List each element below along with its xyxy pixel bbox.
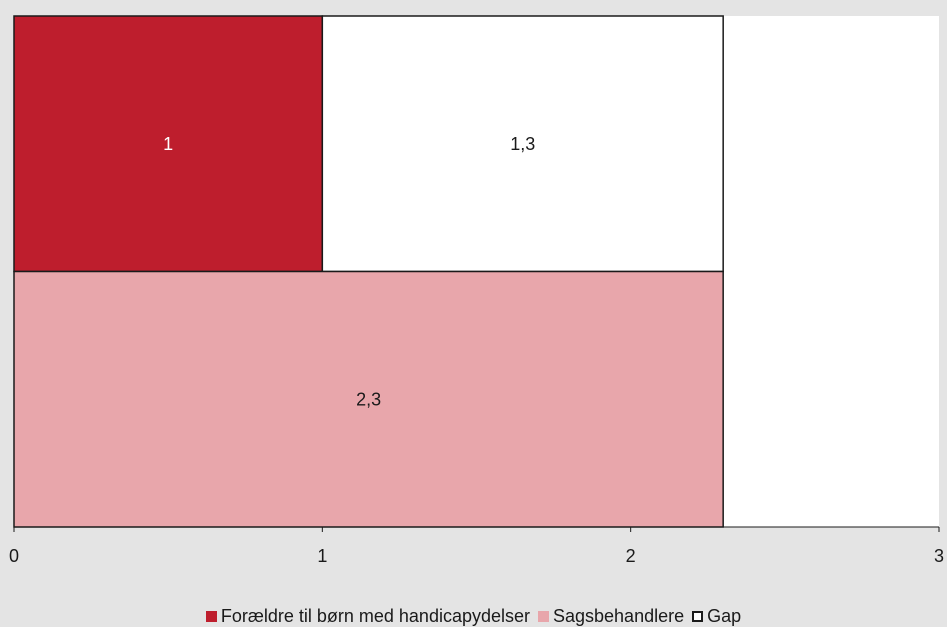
legend-swatch <box>538 611 549 622</box>
bar-for-ldre-til-b-rn-med-handicapydelser-0 <box>13 15 324 273</box>
data-label: 1,3 <box>510 134 535 154</box>
x-tick-label: 0 <box>9 546 19 566</box>
x-tick-label: 1 <box>317 546 327 566</box>
data-label: 2,3 <box>356 389 381 409</box>
legend-item: Forældre til børn med handicapydelser <box>205 606 530 627</box>
x-tick-label: 3 <box>934 546 944 566</box>
legend-item: Sagsbehandlere <box>538 606 684 627</box>
legend-swatch <box>205 611 217 622</box>
legend-label: Gap <box>707 606 742 626</box>
chart-legend: Forældre til børn med handicapydelser Sag… <box>0 606 947 627</box>
legend-swatch <box>692 611 704 622</box>
bar-sagsbehandlere-1 <box>13 270 724 528</box>
legend-label: Forældre til børn med handicapydelser <box>220 606 530 626</box>
data-label: 1 <box>163 134 173 154</box>
bar-gap-0 <box>321 15 724 273</box>
legend-label: Sagsbehandlere <box>553 606 685 626</box>
legend-item: Gap <box>692 606 741 627</box>
x-tick-label: 2 <box>626 546 636 566</box>
